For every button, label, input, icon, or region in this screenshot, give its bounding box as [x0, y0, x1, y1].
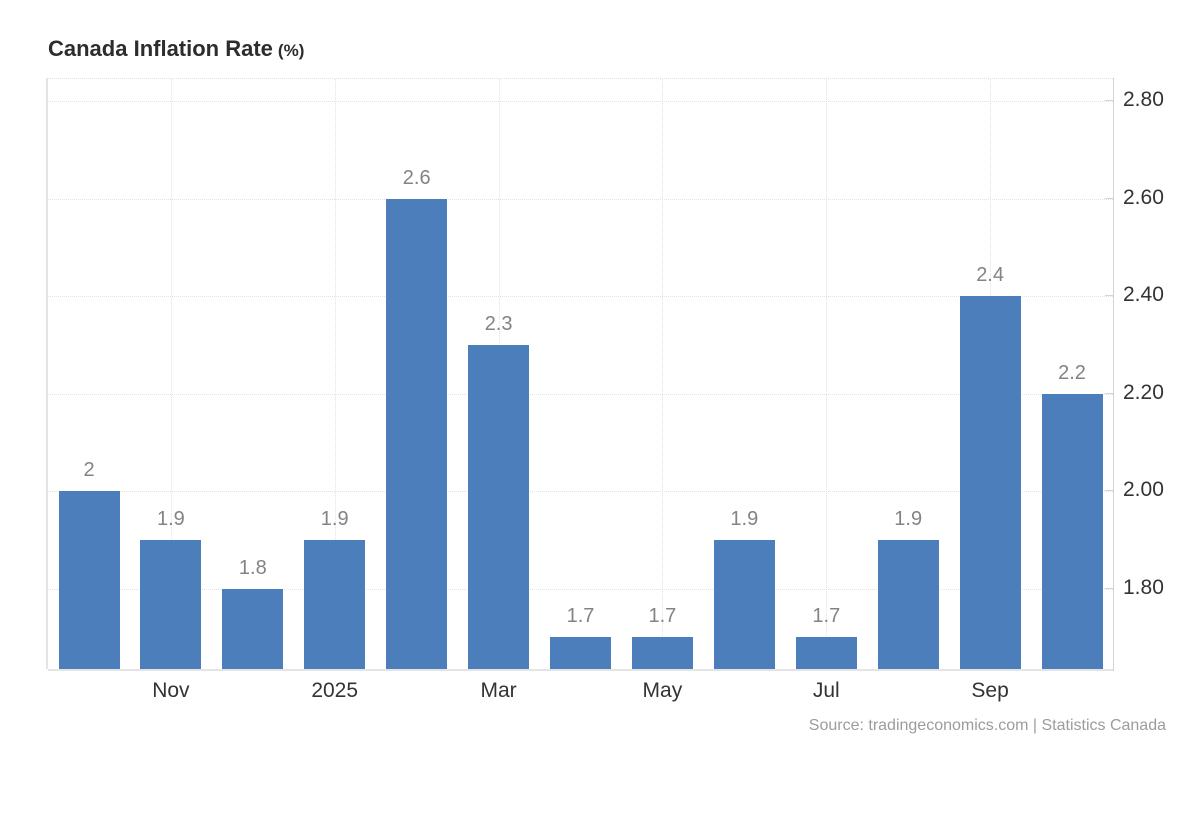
chart-title-text: Canada Inflation Rate [48, 36, 273, 61]
v-gridline [170, 79, 172, 670]
x-axis-label-2025: 2025 [311, 679, 359, 702]
x-axis-label-sep: Sep [971, 679, 1009, 702]
plot-left-border [46, 78, 48, 669]
bar-jan-2025[interactable] [304, 539, 366, 670]
y-axis-label: 2.20 [1123, 380, 1164, 404]
source-attribution: Source: tradingeconomics.com | Statistic… [808, 717, 1166, 734]
y-axis-tick [1105, 295, 1113, 297]
bar-value-label: 2.3 [484, 312, 513, 335]
v-gridline [826, 79, 828, 670]
h-gridline [48, 101, 1113, 103]
x-axis-line [48, 669, 1113, 671]
v-gridline [334, 79, 336, 670]
y-axis-label: 2.40 [1123, 283, 1164, 307]
bar-value-label: 1.8 [238, 556, 267, 579]
bar-oct-2025[interactable] [1041, 393, 1103, 670]
bar-jul-2025[interactable] [795, 637, 857, 670]
bar-value-label: 1.9 [894, 507, 923, 530]
bar-value-label: 2.4 [976, 264, 1004, 287]
y-axis-tick [1105, 392, 1113, 394]
v-gridline [662, 79, 664, 670]
bar-value-label: 1.7 [648, 605, 677, 628]
x-axis-label-jul: Jul [812, 679, 840, 702]
y-axis-label: 1.80 [1123, 575, 1164, 599]
x-axis-label-nov: Nov [152, 679, 190, 702]
bar-mar-2025[interactable] [468, 344, 530, 670]
bar-nov-2024[interactable] [140, 539, 202, 670]
y-axis-label: 2.80 [1123, 88, 1164, 112]
bar-value-label: 1.9 [156, 507, 185, 530]
h-gridline [48, 198, 1113, 200]
bar-value-label: 1.9 [320, 507, 349, 530]
bar-value-label: 1.7 [566, 605, 595, 628]
bar-value-label: 1.9 [730, 507, 759, 530]
bar-apr-2025[interactable] [550, 637, 611, 670]
bar-value-label: 2.6 [402, 166, 431, 189]
h-gridline [48, 296, 1113, 298]
h-gridline [48, 393, 1113, 395]
y-axis-line [1113, 78, 1114, 671]
h-gridline [48, 491, 1113, 493]
h-gridline [48, 588, 1113, 590]
bar-aug-2025[interactable] [877, 539, 939, 670]
bar-may-2025[interactable] [631, 637, 693, 670]
y-axis-label: 2.60 [1123, 185, 1164, 209]
y-axis-tick [1105, 100, 1113, 102]
bar-oct-2024[interactable] [58, 491, 120, 670]
chart-title-unit: (%) [277, 41, 305, 60]
chart-title: Canada Inflation Rate (%) [48, 36, 304, 62]
y-axis-tick [1105, 490, 1113, 492]
bar-dec-2024[interactable] [222, 588, 284, 670]
bar-jun-2025[interactable] [713, 539, 775, 670]
bar-sep-2025[interactable] [959, 296, 1021, 670]
y-axis-tick [1105, 197, 1113, 199]
plot-area: 2 1.9 1.8 1.9 2.6 2.3 1.7 1.7 1.9 1.7 1.9 2.4 2.2 [48, 78, 1113, 670]
bar-feb-2025[interactable] [386, 198, 448, 670]
bar-value-label: 2 [83, 459, 95, 482]
y-axis-tick [1105, 587, 1113, 589]
x-axis-label-mar: Mar [480, 679, 517, 702]
bar-value-label: 2.2 [1058, 361, 1086, 384]
bar-value-label: 1.7 [812, 605, 841, 628]
y-axis-label: 2.00 [1123, 478, 1164, 502]
x-axis-label-may: May [642, 679, 683, 702]
